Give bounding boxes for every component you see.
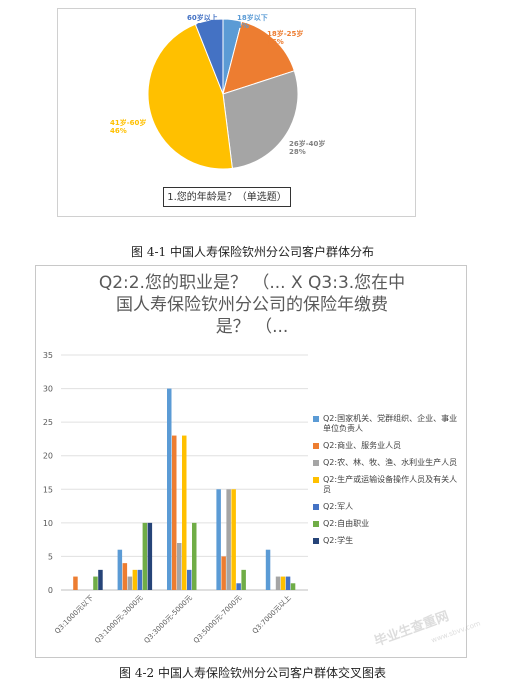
bar-s3-c1 — [132, 569, 138, 590]
bar-title-line-3: 是？ （... — [215, 317, 289, 337]
legend-label: Q2:商业、服务业人员 — [323, 441, 402, 450]
pie-label-26-40-percent: 28% — [289, 148, 306, 156]
pie-slice-3 — [147, 23, 233, 170]
legend-swatch — [313, 504, 319, 510]
legend-item: Q2:商业、服务业人员 — [313, 441, 463, 451]
y-tick-label: 25 — [43, 418, 53, 427]
legend-label: Q2:农、林、牧、渔、水利业生产人员 — [323, 458, 458, 467]
y-tick-label: 5 — [48, 552, 53, 561]
pie-label-under-18-name: 18岁以下 — [237, 14, 268, 22]
bar-s1-c1 — [122, 563, 128, 590]
y-tick-label: 15 — [43, 485, 53, 494]
age-pie-chart — [147, 18, 299, 170]
bar-s2-c3 — [226, 489, 231, 590]
bar-s0-c4 — [265, 549, 271, 590]
pie-label-18-25: 18岁-25岁 16% — [267, 30, 303, 46]
legend-swatch — [313, 521, 319, 527]
bar-s6-c1 — [147, 522, 153, 590]
legend-item: Q2:军人 — [313, 502, 463, 512]
bar-s5-c3 — [241, 569, 246, 590]
bar-chart-panel: Q2:2.您的职业是？ （... X Q3:3.您在中 国人寿保险钦州分公司的保… — [35, 265, 467, 658]
bar-title-line-2: 国人寿保险钦州分公司的保险年缴费 — [116, 295, 388, 315]
legend-swatch — [313, 443, 319, 449]
pie-label-60-plus-name: 60岁以上 — [187, 14, 218, 22]
pie-label-18-25-percent: 16% — [267, 38, 284, 46]
pie-label-26-40-name: 26岁-40岁 — [289, 140, 326, 148]
pie-label-26-40: 26岁-40岁 28% — [289, 140, 325, 156]
legend-label: Q2:自由职业 — [323, 519, 370, 528]
x-category-label: Q3:1000元-3000元 — [93, 594, 144, 645]
pie-label-41-60-percent: 46% — [110, 127, 127, 135]
pie-label-60-plus-percent: 6% — [196, 22, 209, 30]
x-category-label: Q3:5000元-7000元 — [192, 594, 243, 645]
legend-label: Q2:学生 — [323, 536, 354, 545]
legend-swatch — [313, 538, 319, 544]
legend-item: Q2:国家机关、党群组织、企业、事业单位负责人 — [313, 414, 463, 434]
bar-s1-c0 — [73, 576, 78, 590]
pie-chart-panel: 60岁以上 6% 18岁以下 4% 18岁-25岁 16% 26岁-40岁 28… — [57, 8, 416, 217]
pie-slice-4 — [194, 18, 224, 95]
pie-slice-1 — [222, 20, 295, 95]
bar-s4-c1 — [137, 569, 143, 590]
y-tick-label: 10 — [43, 519, 53, 528]
pie-label-60-plus: 60岁以上 6% — [187, 14, 218, 30]
pie-label-under-18-percent: 4% — [237, 22, 249, 30]
y-tick-label: 30 — [43, 385, 53, 394]
legend-item: Q2:学生 — [313, 536, 463, 546]
pie-label-41-60-name: 41岁-60岁 — [110, 119, 147, 127]
bar-s2-c2 — [177, 543, 182, 590]
pie-label-18-25-name: 18岁-25岁 — [267, 30, 304, 38]
bar-s4-c3 — [236, 583, 241, 590]
bar-s0-c2 — [167, 388, 172, 590]
bar-chart-legend: Q2:国家机关、党群组织、企业、事业单位负责人 Q2:商业、服务业人员 Q2:农、林… — [313, 414, 463, 553]
bar-s1-c2 — [172, 435, 177, 590]
bar-s4-c4 — [285, 576, 291, 590]
pie-label-41-60: 41岁-60岁 46% — [110, 119, 146, 135]
legend-swatch — [313, 416, 319, 422]
bar-title-line-1: Q2:2.您的职业是？ （... X Q3:3.您在中 — [98, 273, 406, 293]
bar-s2-c1 — [127, 576, 133, 590]
legend-item: Q2:生产或运输设备操作人员及有关人员 — [313, 475, 463, 495]
legend-item: Q2:农、林、牧、渔、水利业生产人员 — [313, 458, 463, 468]
x-category-label: Q3:3000元-5000元 — [143, 594, 194, 645]
bar-s3-c2 — [182, 435, 187, 590]
bar-s0-c3 — [216, 489, 221, 590]
pie-slice-2 — [222, 70, 299, 169]
legend-item: Q2:自由职业 — [313, 519, 463, 529]
bar-s4-c2 — [187, 569, 192, 590]
x-category-label: Q3:7000元以上 — [250, 593, 293, 636]
bar-s5-c4 — [290, 583, 296, 590]
y-tick-label: 0 — [48, 586, 53, 595]
figure-1-caption: 图 4-1 中国人寿保险钦州分公司客户群体分布 — [131, 245, 374, 259]
bar-chart-title: Q2:2.您的职业是？ （... X Q3:3.您在中 国人寿保险钦州分公司的保… — [36, 272, 468, 338]
bar-s1-c3 — [221, 556, 226, 590]
legend-swatch — [313, 477, 319, 483]
bar-s3-c4 — [280, 576, 286, 590]
bar-s5-c0 — [93, 576, 98, 590]
question-label: 1.您的年龄是？（单选题） — [163, 187, 291, 207]
bar-s0-c1 — [117, 549, 123, 590]
figure-2-caption: 图 4-2 中国人寿保险钦州分公司客户群体交叉图表 — [119, 666, 386, 680]
bar-s6-c0 — [98, 569, 103, 590]
x-category-label: Q3:1000元以下 — [53, 594, 95, 636]
bar-s2-c4 — [275, 576, 281, 590]
pie-label-under-18: 18岁以下 4% — [237, 14, 268, 30]
bar-s5-c1 — [142, 522, 148, 590]
bar-s3-c3 — [231, 489, 236, 590]
legend-label: Q2:军人 — [323, 502, 354, 511]
legend-label: Q2:国家机关、党群组织、企业、事业单位负责人 — [323, 414, 458, 433]
legend-swatch — [313, 460, 319, 466]
occupation-bar-chart: 05101520253035Q3:1000元以下Q3:1000元-3000元Q3… — [43, 351, 308, 645]
legend-label: Q2:生产或运输设备操作人员及有关人员 — [323, 475, 458, 494]
y-tick-label: 20 — [43, 452, 53, 461]
bar-s5-c2 — [192, 522, 197, 590]
y-tick-label: 35 — [43, 351, 53, 360]
